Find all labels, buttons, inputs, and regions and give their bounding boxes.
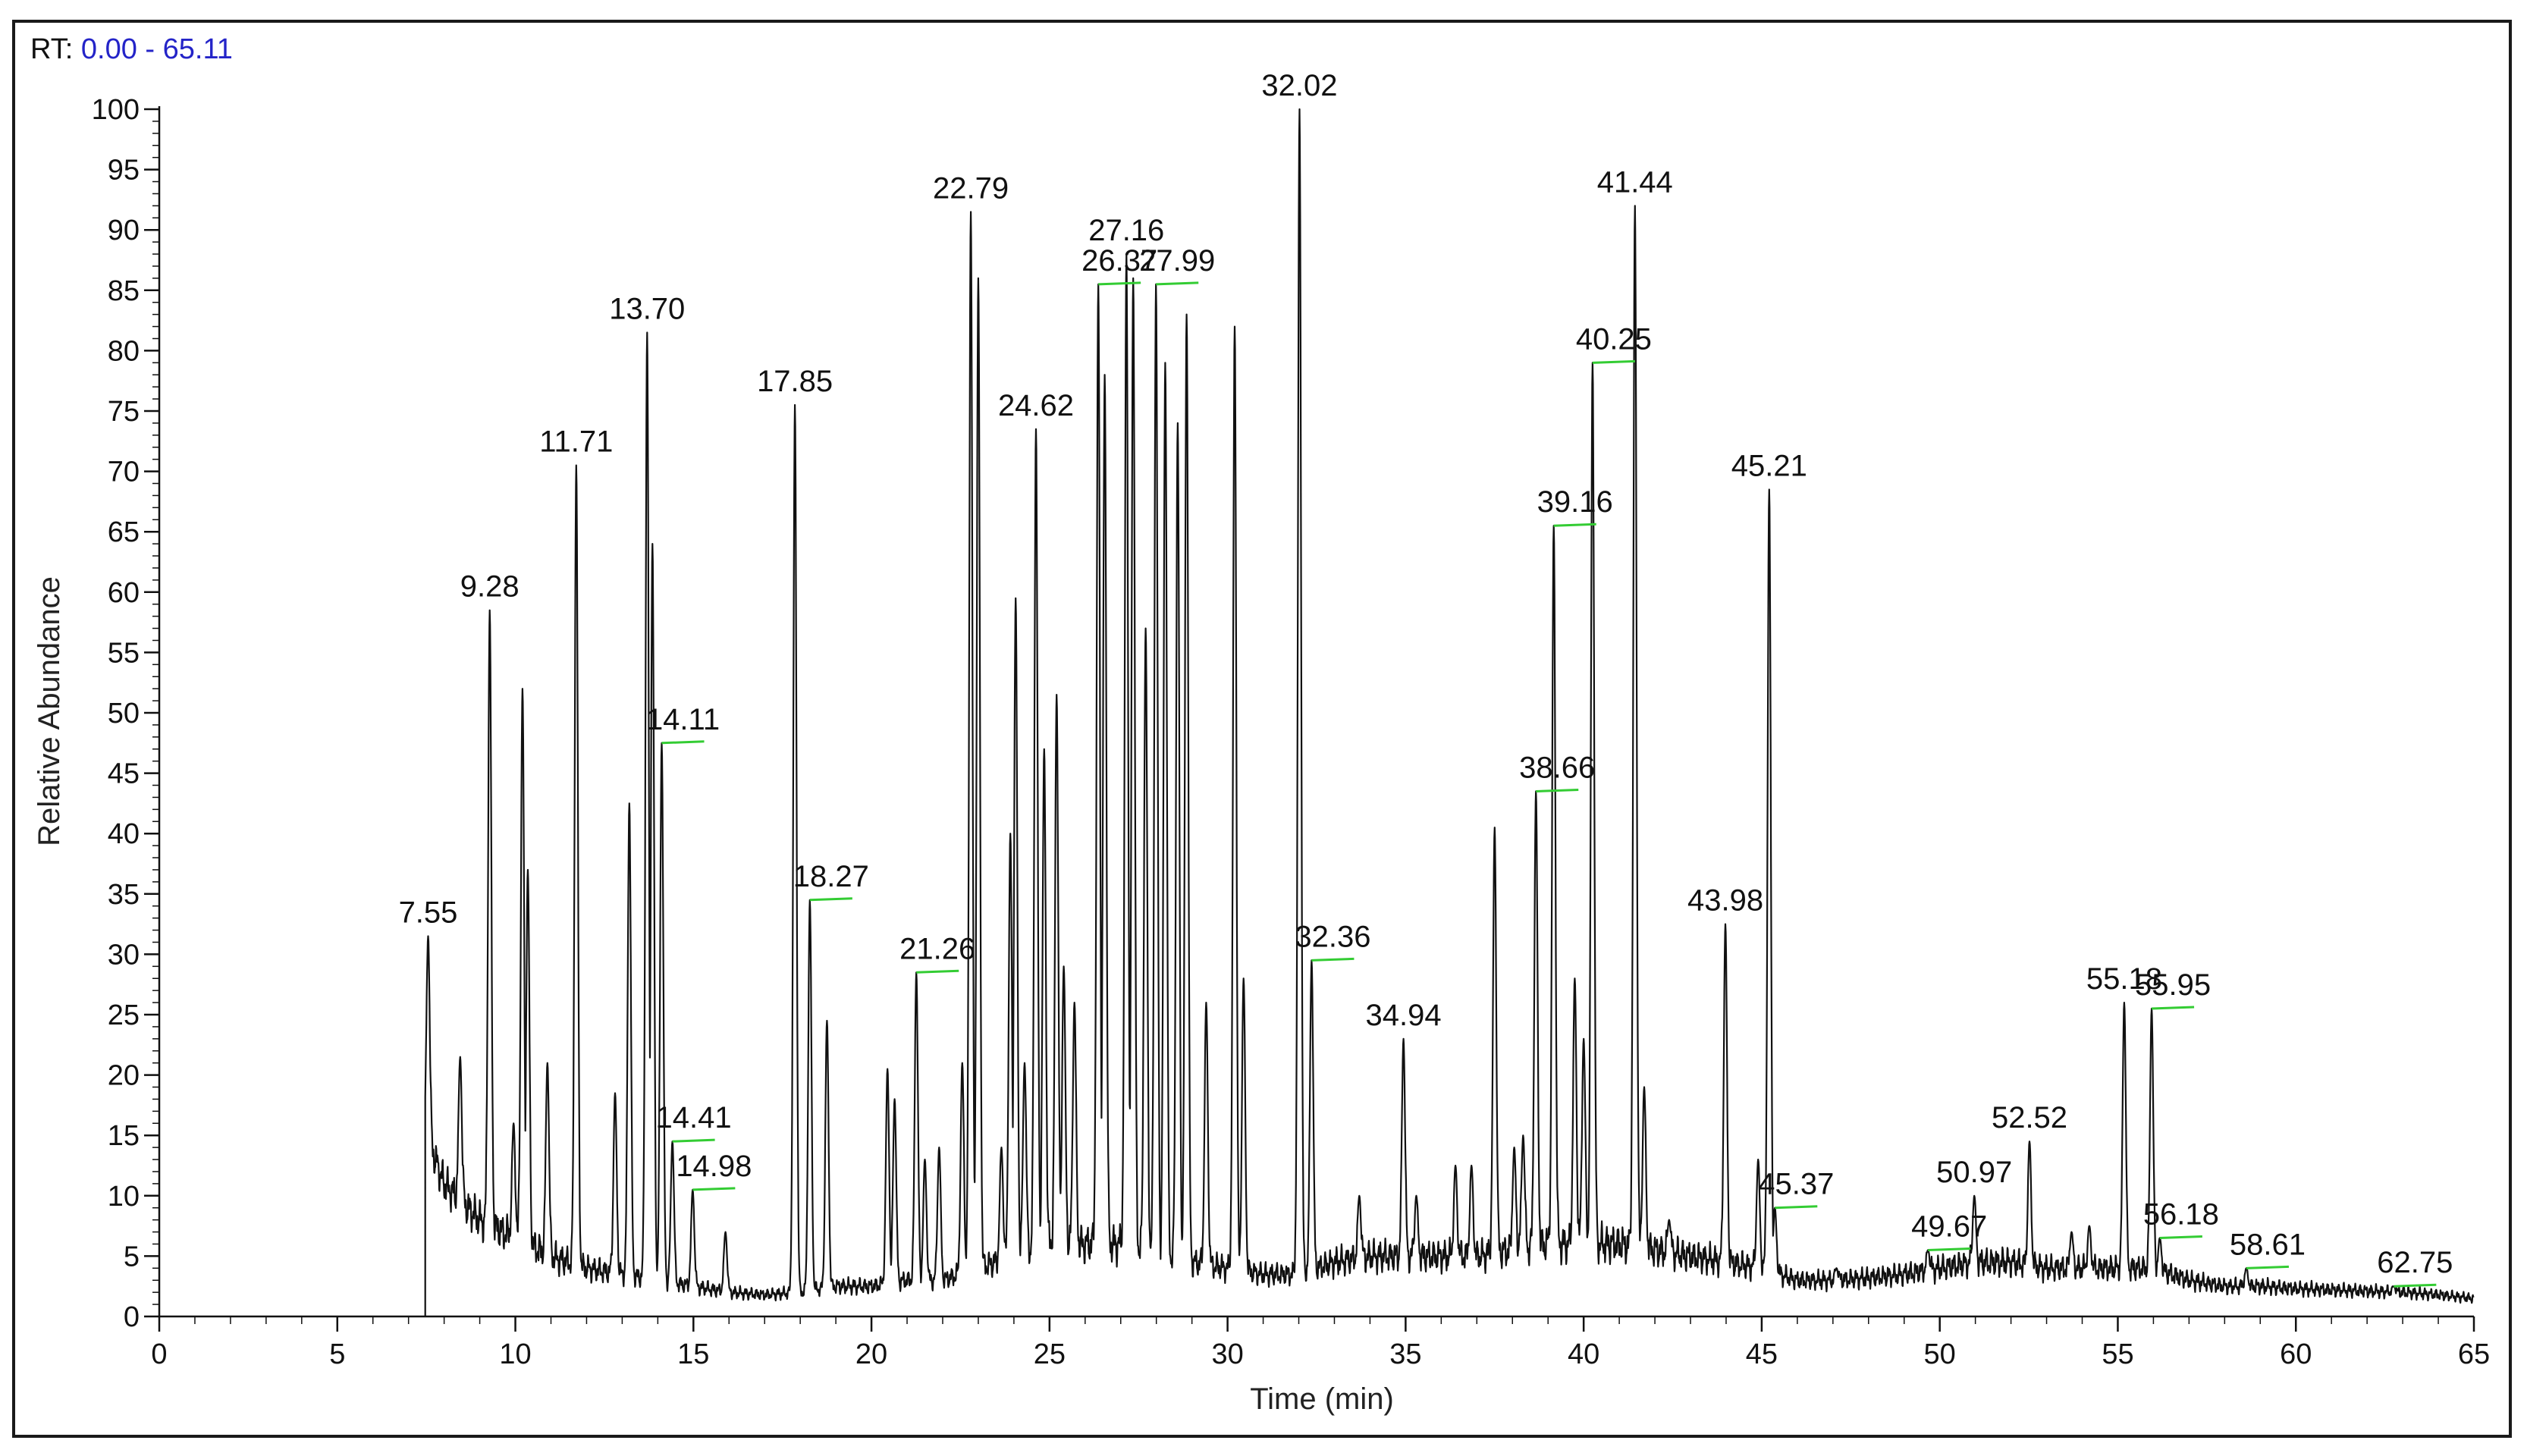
x-tick-label: 20 [855, 1338, 887, 1370]
peak-label: 9.28 [460, 570, 520, 604]
y-tick-label: 40 [108, 818, 140, 850]
peak-label: 34.94 [1366, 999, 1442, 1032]
peak-marker [1928, 1247, 1971, 1251]
peak-label: 21.26 [899, 932, 975, 965]
y-tick-label: 85 [108, 275, 140, 307]
x-tick-label: 0 [151, 1338, 167, 1370]
y-tick-label: 95 [108, 155, 140, 187]
peak-label: 52.52 [1992, 1101, 2067, 1134]
x-tick-label: 65 [2458, 1338, 2490, 1370]
peak-label: 62.75 [2377, 1246, 2453, 1279]
peak-label: 55.18 [2086, 962, 2162, 996]
y-tick-label: 65 [108, 516, 140, 548]
peak-label: 40.25 [1576, 322, 1652, 356]
rt-range-value: 0.00 - 65.11 [80, 33, 233, 65]
peak-label: 18.27 [793, 860, 869, 893]
y-tick-label: 90 [108, 215, 140, 246]
y-tick-label: 35 [108, 879, 140, 911]
peak-label: 13.70 [609, 293, 685, 326]
y-tick-label: 10 [108, 1181, 140, 1213]
peak-label: 58.61 [2230, 1228, 2306, 1261]
x-tick-label: 50 [1924, 1338, 1956, 1370]
peak-label: 26.37 [1081, 244, 1157, 278]
peak-label: 43.98 [1687, 884, 1763, 918]
y-tick-label: 80 [108, 335, 140, 367]
peak-marker [1553, 522, 1596, 527]
x-tick-label: 45 [1746, 1338, 1778, 1370]
x-tick-label: 5 [329, 1338, 345, 1370]
y-tick-label: 45 [108, 758, 140, 790]
peak-label: 38.66 [1519, 751, 1595, 784]
x-tick-label: 15 [677, 1338, 709, 1370]
peak-marker [1156, 281, 1199, 286]
y-tick-label: 0 [124, 1301, 140, 1333]
y-tick-label: 20 [108, 1060, 140, 1092]
peak-label: 24.62 [998, 389, 1074, 422]
peak-marker [2246, 1265, 2290, 1269]
axes [158, 106, 2474, 1318]
chromatogram-frame [12, 20, 2512, 1438]
peak-marker [916, 969, 959, 974]
chromatogram-trace [424, 108, 2475, 1316]
peak-label: 56.18 [2143, 1198, 2219, 1232]
peak-label: 27.16 [1088, 214, 1164, 247]
peak-label: 11.71 [539, 425, 613, 459]
peak-label: 41.44 [1597, 165, 1673, 199]
peak-label: 55.95 [2135, 968, 2211, 1002]
peak-label: 39.16 [1537, 485, 1613, 519]
y-tick-label: 30 [108, 939, 140, 971]
x-tick-label: 35 [1389, 1338, 1421, 1370]
peak-marker [1775, 1205, 1818, 1210]
peak-label: 45.21 [1731, 449, 1807, 482]
peak-marker [809, 897, 852, 902]
y-tick-label: 75 [108, 396, 140, 428]
peak-marker [1311, 957, 1355, 962]
peak-label: 22.79 [933, 171, 1009, 205]
peak-marker [1098, 281, 1141, 286]
peak-label: 45.37 [1758, 1168, 1834, 1201]
y-tick-label: 70 [108, 457, 140, 488]
peak-label: 50.97 [1936, 1156, 2012, 1189]
peak-marker [1592, 359, 1635, 364]
y-tick-label: 55 [108, 637, 140, 669]
peak-marker [661, 740, 705, 745]
peak-label: 14.41 [656, 1101, 732, 1134]
y-tick-label: 5 [124, 1241, 140, 1272]
peak-marker [1536, 788, 1579, 792]
x-axis-title: Time (min) [1250, 1382, 1394, 1416]
peak-label: 7.55 [399, 896, 458, 930]
y-axis-title: Relative Abundance [33, 576, 66, 846]
x-tick-label: 10 [499, 1338, 531, 1370]
peak-label: 32.36 [1295, 920, 1370, 953]
x-tick-label: 55 [2102, 1338, 2133, 1370]
peak-label: 14.98 [676, 1150, 752, 1183]
x-tick-label: 40 [1568, 1338, 1599, 1370]
peak-label: 14.11 [646, 703, 720, 736]
peak-marker [692, 1187, 736, 1191]
y-tick-label: 15 [108, 1120, 140, 1152]
rt-prefix: RT: [30, 33, 74, 65]
x-tick-label: 60 [2280, 1338, 2312, 1370]
peak-marker [2159, 1235, 2202, 1240]
peak-labels: 7.55 9.28 11.71 13.70 14.11 14.41 14.98 17.85 18… [399, 69, 2453, 1279]
y-ticks: 0 5 10 15 20 25 30 35 40 45 50 55 60 65 70 75 80 85 90 95 10… [92, 94, 159, 1333]
x-ticks: 0 5 10 15 20 25 30 35 40 45 50 55 60 65 [151, 1316, 2490, 1370]
peak-marker [2152, 1006, 2195, 1010]
peak-label: 49.67 [1911, 1210, 1987, 1243]
peak-markers [661, 281, 2437, 1288]
peak-label: 17.85 [757, 365, 833, 398]
y-tick-label: 100 [92, 94, 140, 126]
peak-label: 32.02 [1261, 69, 1337, 102]
x-tick-label: 25 [1034, 1338, 1066, 1370]
y-tick-label: 25 [108, 999, 140, 1031]
peak-marker [2394, 1283, 2437, 1288]
y-tick-label: 60 [108, 577, 140, 609]
y-tick-label: 50 [108, 698, 140, 730]
rt-range-header: RT: 0.00 - 65.11 [30, 33, 233, 66]
peak-marker [672, 1138, 715, 1143]
peak-label: 27.99 [1139, 244, 1215, 278]
x-tick-label: 30 [1211, 1338, 1243, 1370]
